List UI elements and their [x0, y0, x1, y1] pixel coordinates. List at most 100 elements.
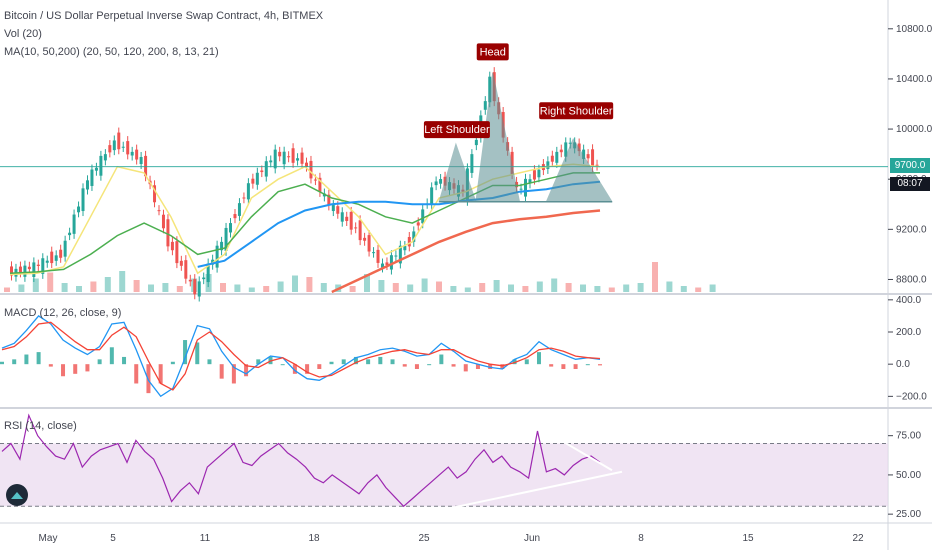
candle-body: [237, 203, 241, 216]
candle-body: [555, 151, 559, 163]
macd-histogram-bar: [244, 364, 249, 377]
volume-bar: [90, 281, 97, 292]
rsi-tick-label: 50.00: [896, 470, 921, 481]
candle-body: [559, 149, 563, 153]
ma-legend: MA(10, 50,200) (20, 50, 120, 200, 8, 13,…: [4, 46, 219, 58]
volume-bar: [608, 287, 615, 292]
candle-body: [291, 148, 295, 163]
price-tick-label: 10800.0: [896, 24, 932, 35]
macd-histogram-bar: [305, 364, 310, 374]
candle-body: [430, 187, 434, 205]
macd-histogram-bar: [366, 359, 371, 365]
volume-bar: [148, 284, 154, 292]
candle-body: [568, 142, 572, 144]
volume-bar: [493, 280, 500, 292]
candle-body: [421, 209, 425, 224]
volume-bar: [176, 286, 183, 292]
candle-body: [103, 154, 107, 161]
volume-bar: [292, 275, 298, 292]
macd-histogram-bar: [451, 364, 456, 367]
ma-slow-line: [197, 180, 601, 268]
candle-body: [264, 161, 268, 177]
volume-bar: [594, 286, 601, 292]
candle-body: [130, 151, 134, 156]
candle-body: [336, 206, 340, 214]
volume-bar: [104, 277, 111, 292]
macd-histogram-bar: [158, 364, 163, 384]
candle-body: [296, 158, 300, 161]
price-tick-label: 10000.0: [896, 124, 932, 135]
candle-body: [68, 232, 72, 236]
time-tick-label: 25: [418, 533, 430, 544]
volume-bar: [551, 278, 558, 292]
candle-body: [416, 222, 420, 226]
candle-body: [63, 240, 67, 257]
candle-body: [532, 170, 536, 180]
candle-body: [144, 155, 148, 177]
candle-body: [550, 155, 554, 162]
volume-bar: [407, 284, 414, 292]
volume-bar: [522, 286, 529, 292]
candle-body: [528, 179, 532, 184]
volume-bar: [623, 284, 630, 292]
macd-line: [1, 315, 601, 398]
volume-bar: [536, 281, 543, 292]
candle-body: [278, 151, 282, 157]
candle-body: [537, 169, 541, 178]
current-price-tag: 9700.0: [890, 158, 930, 173]
candle-body: [246, 183, 250, 200]
candle-body: [309, 160, 313, 179]
volume-bar: [421, 278, 428, 292]
macd-histogram-bar: [488, 364, 493, 369]
trend-line: [331, 209, 601, 294]
volume-bar: [565, 283, 572, 292]
volume-bar: [320, 283, 327, 292]
candle-body: [41, 258, 45, 274]
macd-histogram-bar: [378, 356, 383, 365]
right-shoulder-label: Right Shoulder: [540, 105, 613, 117]
macd-histogram-bar: [536, 352, 541, 365]
time-tick-label: 11: [200, 533, 211, 544]
volume-bar: [666, 281, 673, 292]
macd-histogram-bar: [585, 364, 590, 366]
candle-body: [470, 154, 474, 173]
candle-body: [184, 260, 188, 279]
candle-body: [363, 237, 367, 241]
candle-body: [546, 161, 550, 169]
candle-body: [282, 151, 286, 165]
candle-body: [59, 249, 63, 258]
macd-histogram-bar: [36, 352, 41, 365]
candle-body: [45, 260, 49, 263]
rsi-legend: RSI (14, close): [4, 420, 77, 432]
macd-histogram-bar: [280, 364, 285, 366]
volume-bar: [76, 286, 82, 292]
candle-body: [36, 264, 40, 266]
left-shoulder-label: Left Shoulder: [424, 124, 490, 136]
volume-bar: [680, 286, 687, 292]
volume-bar: [508, 284, 514, 292]
volume-bar: [580, 284, 586, 292]
candle-body: [32, 262, 36, 278]
candle-body: [380, 263, 384, 268]
rsi-tick-label: 75.00: [896, 431, 921, 442]
price-tick-label: 9200.0: [896, 224, 927, 235]
candle-body: [112, 140, 116, 151]
macd-histogram-bar: [292, 364, 297, 374]
price-tick-label: 8800.0: [896, 274, 927, 285]
right-shoulder-label-box: [539, 102, 614, 120]
volume-bar: [133, 280, 140, 292]
candle-body: [23, 265, 27, 277]
candle-body: [157, 210, 161, 212]
macd-histogram-bar: [170, 361, 175, 365]
candle-body: [577, 143, 581, 152]
head-label-box: [476, 43, 509, 61]
candle-body: [389, 255, 393, 270]
candle-body: [85, 180, 89, 190]
candle-body: [510, 151, 514, 175]
candle-body: [179, 260, 183, 266]
volume-bar: [464, 287, 471, 292]
tradingview-logo-icon[interactable]: [6, 484, 28, 506]
head-label: Head: [480, 46, 506, 58]
macd-histogram-bar: [512, 359, 517, 365]
volume-bar: [392, 283, 399, 292]
